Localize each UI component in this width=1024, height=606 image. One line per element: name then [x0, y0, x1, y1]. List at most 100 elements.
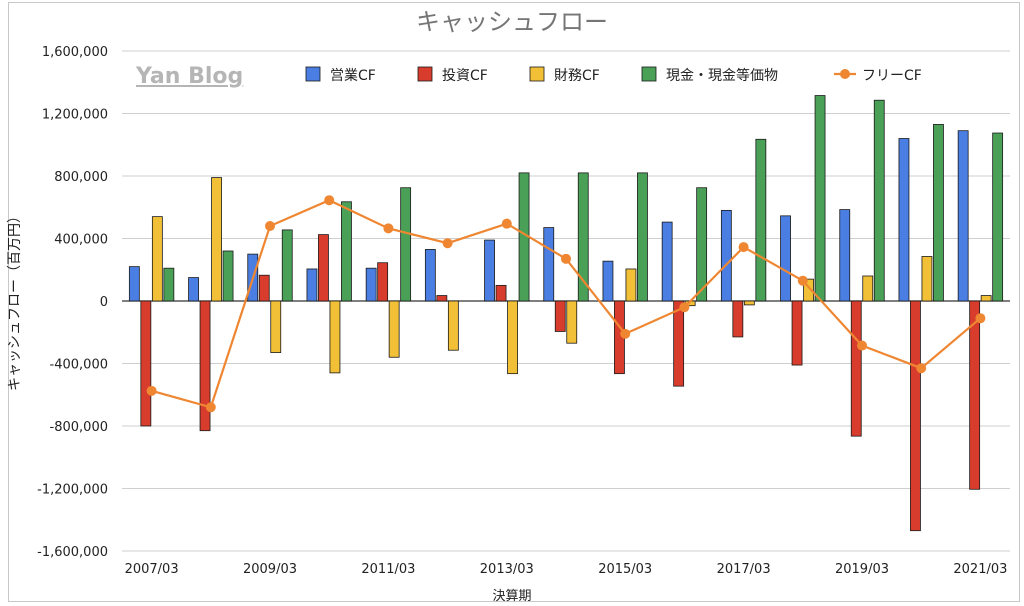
bar-2008-03-s1 [199, 300, 211, 432]
x-tick-label: 2015/03 [598, 562, 652, 577]
y-tick-label: 800,000 [54, 170, 108, 185]
bar-2021-03-s2 [980, 295, 992, 302]
bar-2014-03-s0 [543, 227, 555, 302]
free-cf-point-2013-03 [501, 218, 512, 229]
bar-2013-03-s0 [484, 239, 495, 302]
bar-2009-03-s2 [270, 300, 282, 353]
bar-2021-03-s1 [969, 300, 981, 490]
bar-2020-03-s1 [910, 300, 921, 532]
bar-2008-03-s2 [211, 177, 222, 302]
bar-2010-03-s3 [341, 201, 352, 302]
chart-title: キャッシュフロー [416, 8, 608, 36]
x-tick-label: 2013/03 [480, 562, 534, 577]
free-cf-point-2016-03 [679, 302, 690, 313]
y-tick-label: -800,000 [50, 420, 108, 435]
bar-2008-03-s0 [188, 277, 199, 302]
x-tick-label: 2007/03 [125, 562, 179, 577]
free-cf-point-2011-03 [383, 223, 394, 234]
bar-2021-03-s0 [957, 130, 969, 302]
legend-label-3: 現金・現金等価物 [666, 67, 778, 84]
bar-2018-03-s1 [791, 300, 803, 366]
bar-2018-03-s0 [780, 215, 791, 302]
y-tick-label: -400,000 [50, 358, 108, 373]
legend-swatch-0 [305, 66, 321, 82]
bar-2009-03-s1 [258, 274, 270, 302]
bar-marks [128, 95, 1004, 532]
bar-2020-03-s3 [933, 124, 944, 302]
free-cf-point-2019-03 [857, 340, 867, 351]
bar-2017-03-s1 [732, 300, 744, 338]
free-cf-point-2007-03 [146, 385, 157, 396]
x-tick-label: 2009/03 [243, 562, 297, 577]
y-tick-label: 0 [100, 295, 108, 310]
bar-2011-03-s0 [365, 267, 377, 302]
x-tick-label: 2021/03 [953, 562, 1007, 577]
bar-2014-03-s1 [554, 300, 566, 332]
free-cf-point-2012-03 [442, 238, 453, 249]
bar-2019-03-s3 [873, 99, 885, 302]
x-axis-label: 決算期 [492, 589, 532, 604]
y-tick-label: -1,200,000 [37, 483, 108, 498]
bar-2007-03-s0 [128, 266, 140, 302]
bar-2011-03-s2 [388, 300, 400, 358]
bar-2017-03-s0 [720, 209, 732, 302]
bar-2008-03-s3 [222, 250, 234, 302]
legend: 営業CF 投資CF 財務CF 現金・現金等価物 フリーCF [305, 66, 922, 84]
x-tick-label: 2019/03 [835, 562, 889, 577]
bar-2019-03-s0 [839, 209, 851, 302]
legend-swatch-2 [529, 66, 545, 82]
legend-swatch-1 [417, 66, 433, 82]
free-cf-point-2017-03 [738, 242, 749, 253]
x-tick-label: 2017/03 [717, 562, 771, 577]
bar-2009-03-s3 [281, 229, 293, 302]
bar-2016-03-s3 [696, 187, 708, 302]
y-tick-label: 400,000 [54, 233, 108, 248]
free-cf-point-2014-03 [561, 253, 571, 264]
bar-2007-03-s3 [163, 267, 175, 302]
grid-lines [122, 50, 1010, 552]
bar-2013-03-s1 [495, 284, 507, 302]
legend-label-2: 財務CF [554, 68, 600, 84]
free-cf-point-2008-03 [205, 402, 216, 413]
bar-2011-03-s1 [377, 262, 389, 302]
bar-2012-03-s2 [447, 300, 459, 351]
free-cf-point-2015-03 [620, 328, 631, 339]
watermark-logo: Yan Blog [136, 64, 244, 89]
bar-2015-03-s0 [602, 260, 614, 302]
free-cf-point-2009-03 [265, 221, 275, 231]
legend-swatch-3 [641, 66, 657, 82]
bar-2020-03-s2 [921, 256, 933, 302]
bar-2010-03-s1 [318, 234, 329, 302]
free-cf-point-2020-03 [916, 363, 927, 374]
free-cf-line [146, 195, 986, 413]
free-cf-point-2021-03 [975, 313, 986, 324]
legend-dot-swatch [840, 69, 850, 79]
bar-2012-03-s0 [424, 249, 436, 302]
x-tick-labels: 2007/03 2009/03 2011/03 2013/03 2015/03 2017/… [125, 562, 1008, 577]
legend-label-0: 営業CF [330, 68, 376, 84]
bar-2017-03-s2 [743, 300, 755, 306]
bar-2007-03-s1 [140, 300, 152, 427]
bar-2016-03-s0 [661, 221, 673, 302]
bar-2011-03-s3 [400, 187, 412, 302]
bar-2010-03-s2 [329, 300, 341, 374]
bar-2017-03-s3 [755, 138, 767, 302]
bar-2019-03-s1 [850, 300, 862, 437]
bar-2007-03-s2 [151, 216, 163, 302]
y-tick-label: 1,600,000 [42, 45, 108, 60]
bar-2014-03-s3 [577, 172, 589, 302]
y-tick-labels: 1,600,000 1,200,000 800,000 400,000 0 -400,00… [37, 45, 108, 560]
bar-2015-03-s2 [625, 268, 637, 302]
bar-2019-03-s2 [862, 275, 874, 302]
legend-label-1: 投資CF [442, 68, 488, 84]
free-cf-point-2010-03 [324, 195, 335, 206]
y-tick-label: 1,200,000 [42, 108, 108, 123]
bar-2012-03-s1 [436, 295, 448, 302]
bar-2010-03-s0 [306, 268, 318, 302]
x-tick-label: 2011/03 [361, 562, 415, 577]
bar-2018-03-s3 [814, 95, 826, 302]
free-cf-point-2018-03 [797, 275, 808, 286]
bar-2016-03-s1 [673, 300, 685, 387]
bar-2020-03-s0 [898, 138, 910, 302]
